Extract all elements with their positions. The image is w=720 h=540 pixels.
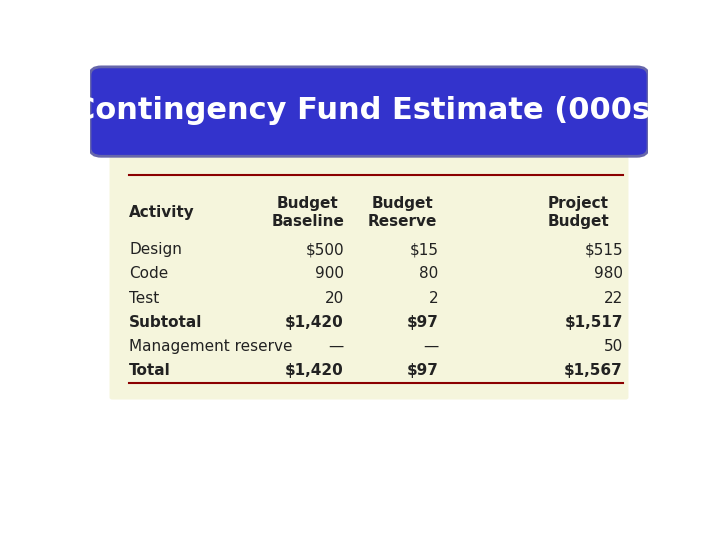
Text: 2: 2	[429, 291, 438, 306]
Text: 20: 20	[325, 291, 344, 306]
Text: Contingency Fund Estimate (000s): Contingency Fund Estimate (000s)	[73, 96, 665, 125]
Text: $97: $97	[407, 315, 438, 330]
Text: $15: $15	[410, 242, 438, 258]
Text: $1,517: $1,517	[564, 315, 623, 330]
Text: Project
Budget: Project Budget	[547, 195, 609, 229]
Text: —: —	[423, 339, 438, 354]
Text: $1,420: $1,420	[285, 315, 344, 330]
FancyBboxPatch shape	[109, 156, 629, 400]
Text: 980: 980	[594, 266, 623, 281]
Text: 80: 80	[420, 266, 438, 281]
Text: Code: Code	[129, 266, 168, 281]
Text: —: —	[328, 339, 344, 354]
Text: Design: Design	[129, 242, 182, 258]
Text: $97: $97	[407, 363, 438, 378]
Text: $500: $500	[305, 242, 344, 258]
Text: Activity: Activity	[129, 205, 195, 220]
Text: 900: 900	[315, 266, 344, 281]
Text: $1,567: $1,567	[564, 363, 623, 378]
FancyBboxPatch shape	[90, 67, 648, 156]
Text: $1,420: $1,420	[285, 363, 344, 378]
Text: Management reserve: Management reserve	[129, 339, 292, 354]
Text: Test: Test	[129, 291, 159, 306]
Text: Budget
Baseline: Budget Baseline	[271, 195, 344, 229]
Text: 50: 50	[603, 339, 623, 354]
Text: $515: $515	[584, 242, 623, 258]
Text: Total: Total	[129, 363, 171, 378]
Text: Budget
Reserve: Budget Reserve	[368, 195, 437, 229]
Text: Subtotal: Subtotal	[129, 315, 202, 330]
Text: 22: 22	[603, 291, 623, 306]
